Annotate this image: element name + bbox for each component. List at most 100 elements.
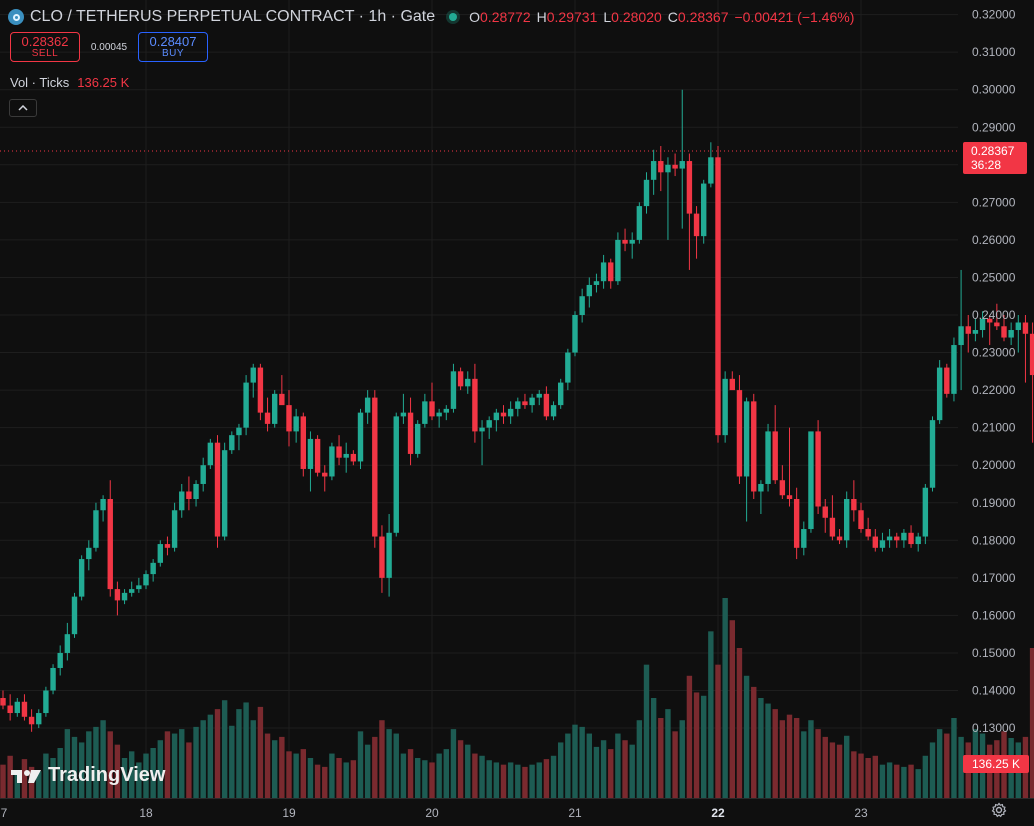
candle-body xyxy=(100,498,106,511)
volume-bar xyxy=(264,733,271,798)
candle-body xyxy=(972,330,979,334)
low-value: 0.28020 xyxy=(611,9,662,25)
buy-button[interactable]: 0.28407 BUY xyxy=(138,32,208,62)
grid-lines xyxy=(0,0,958,798)
candle-body xyxy=(615,239,621,282)
y-tick-label: 0.27000 xyxy=(972,195,1016,209)
candle-body xyxy=(86,547,92,560)
volume-bar xyxy=(336,758,342,798)
candle-body xyxy=(629,239,635,244)
volume-bar xyxy=(171,733,178,798)
candle-body xyxy=(386,532,392,578)
candle-body xyxy=(0,698,6,706)
candle-body xyxy=(593,281,600,285)
candle-body xyxy=(772,431,778,481)
chart-header: CLO / TETHERUS PERPETUAL CONTRACT · 1h ·… xyxy=(8,6,854,28)
close-value: 0.28367 xyxy=(677,9,729,25)
volume-bar xyxy=(701,695,707,798)
candle-body xyxy=(793,498,800,548)
candle-body xyxy=(743,401,750,477)
time-axis[interactable]: 7 18 19 20 21 22 23 xyxy=(0,798,1034,821)
candle-body xyxy=(1015,322,1021,331)
last-price-value: 0.28367 xyxy=(971,143,1015,158)
volume-bar xyxy=(229,725,235,798)
volume-bar xyxy=(522,766,528,798)
symbol-title[interactable]: CLO / TETHERUS PERPETUAL CONTRACT · 1h ·… xyxy=(30,8,436,25)
volume-bar xyxy=(729,620,735,798)
volume-bar xyxy=(121,758,128,798)
volume-bar xyxy=(64,729,71,798)
volume-bar xyxy=(379,720,385,798)
trade-panel: 0.28362 SELL 0.00045 0.28407 BUY xyxy=(10,32,208,62)
candle-body xyxy=(808,431,814,530)
volume-legend[interactable]: Vol · Ticks 136.25 K xyxy=(10,75,129,90)
candle-body xyxy=(693,213,700,237)
collapse-legend-button[interactable] xyxy=(9,99,37,117)
candle-body xyxy=(672,164,678,169)
volume-bar xyxy=(822,736,828,798)
volume-bar xyxy=(550,755,557,798)
volume-bar xyxy=(901,766,907,798)
symbol-logo-icon[interactable] xyxy=(8,9,24,25)
market-status-icon[interactable] xyxy=(449,13,458,21)
volume-bar xyxy=(86,731,92,798)
candle-body xyxy=(436,412,442,417)
candle-body xyxy=(250,367,256,383)
candle-body xyxy=(314,438,321,473)
volume-bar xyxy=(844,735,850,798)
volume-bar xyxy=(272,740,278,798)
volume-bar xyxy=(572,724,578,798)
volume-bar xyxy=(21,759,28,798)
y-tick-label: 0.31000 xyxy=(972,45,1016,59)
candle-body xyxy=(872,536,878,548)
change-value: −0.00421 (−1.46%) xyxy=(734,9,855,25)
candle-body xyxy=(264,412,271,424)
x-tick-label: 22 xyxy=(711,806,725,820)
volume-bar xyxy=(951,718,957,798)
volume-bar xyxy=(221,700,228,798)
candle-body xyxy=(979,318,986,331)
volume-bar xyxy=(650,698,657,798)
volume-bar xyxy=(529,764,535,798)
volume-bar xyxy=(743,675,750,798)
tradingview-logo[interactable]: TradingView xyxy=(10,764,165,787)
candle-body xyxy=(522,401,528,406)
candlesticks xyxy=(0,89,1034,732)
sell-button[interactable]: 0.28362 SELL xyxy=(10,32,80,62)
candle-body xyxy=(679,161,685,169)
volume-bar xyxy=(436,753,442,798)
y-tick-label: 0.25000 xyxy=(972,270,1016,284)
candle-body xyxy=(965,326,971,334)
buy-label: BUY xyxy=(161,47,185,59)
price-axis[interactable]: 0.320000.310000.300000.290000.280000.270… xyxy=(972,8,1016,735)
volume-bar xyxy=(386,729,392,798)
volume-bar xyxy=(608,749,614,798)
volume-bar xyxy=(665,709,671,798)
y-tick-label: 0.26000 xyxy=(972,233,1016,247)
y-tick-label: 0.30000 xyxy=(972,83,1016,97)
y-tick-label: 0.16000 xyxy=(972,608,1016,622)
candle-body xyxy=(658,161,664,173)
y-tick-label: 0.18000 xyxy=(972,533,1016,547)
x-tick-label: 23 xyxy=(854,806,868,820)
y-tick-label: 0.20000 xyxy=(972,458,1016,472)
candle-body xyxy=(558,382,564,406)
settings-button[interactable] xyxy=(989,800,1009,820)
volume-bar xyxy=(407,749,414,798)
volume-bar xyxy=(150,748,156,798)
volume-bar xyxy=(536,762,542,798)
volume-bar xyxy=(143,753,149,798)
volume-bar xyxy=(944,733,950,798)
volume-bar xyxy=(457,740,464,798)
volume-bar xyxy=(779,720,786,798)
candle-body xyxy=(400,412,407,417)
volume-bar xyxy=(157,740,163,798)
candle-body xyxy=(686,161,693,214)
open-label: O xyxy=(469,9,481,25)
candle-body xyxy=(443,408,449,413)
x-tick-label: 18 xyxy=(139,806,153,820)
volume-bar xyxy=(300,749,306,798)
candle-body xyxy=(987,318,993,323)
volume-bar xyxy=(214,709,221,798)
